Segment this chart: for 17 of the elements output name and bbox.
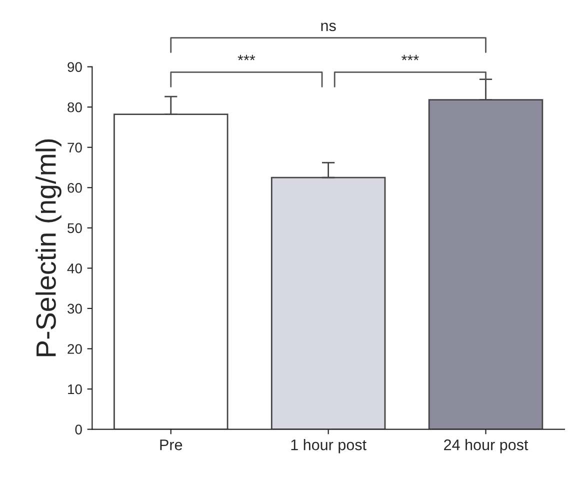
text: ns [321, 22, 336, 32]
y-tick-label: 20 [68, 344, 82, 354]
x-tick-label: Pre [160, 440, 182, 450]
y-tick-label: 90 [68, 62, 82, 72]
y-axis-title: P-Selectin (ng/ml) [36, 139, 62, 356]
y-tick-label: 10 [68, 384, 82, 394]
y-tick-label: 30 [68, 304, 82, 314]
text: *** [402, 54, 419, 60]
y-tick-label: 70 [68, 142, 82, 153]
text: *** [238, 54, 256, 60]
y-tick-label: 0 [75, 424, 82, 434]
x-tick-label: 24 hour post [444, 439, 528, 454]
y-tick-label: 50 [68, 223, 82, 234]
y-tick-label: 60 [68, 182, 82, 193]
y-tick-label: 40 [67, 264, 82, 274]
x-tick-label: 1 hour post [291, 439, 366, 454]
y-tick-label: 80 [68, 102, 82, 112]
